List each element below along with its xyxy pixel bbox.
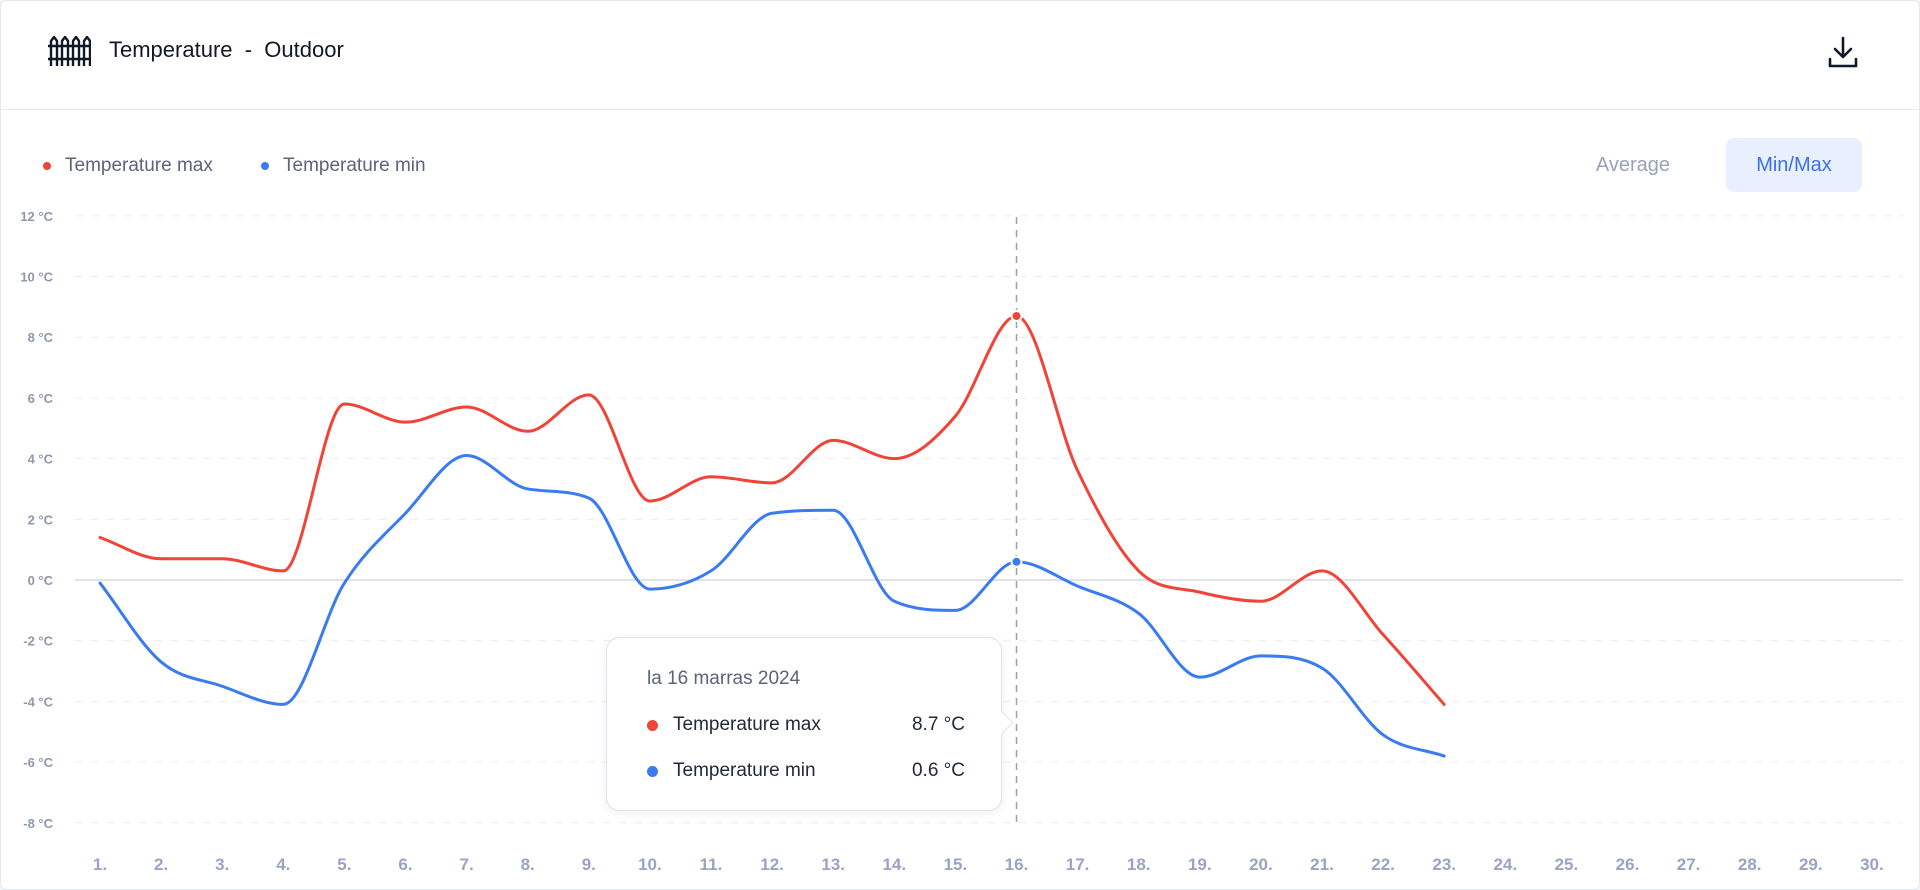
x-tick-label: 23. — [1432, 855, 1456, 874]
x-tick-label: 3. — [215, 855, 229, 874]
legend-item-max[interactable]: Temperature max — [43, 154, 213, 178]
tooltip-value-min: 0.6 °C — [911, 760, 965, 781]
x-tick-label: 12. — [760, 855, 784, 874]
download-icon[interactable] — [1827, 35, 1859, 69]
x-tick-label: 10. — [638, 855, 662, 874]
tooltip-label-max: Temperature max — [673, 714, 821, 735]
highlight-point-min — [1010, 555, 1023, 568]
series-line-min — [98, 454, 1446, 758]
x-tick-label: 24. — [1493, 855, 1517, 874]
x-tick-label: 14. — [882, 855, 906, 874]
y-tick-label: -6 °C — [23, 755, 53, 770]
x-tick-label: 9. — [582, 855, 596, 874]
y-tick-label: 4 °C — [28, 452, 54, 467]
x-tick-label: 29. — [1799, 855, 1823, 874]
x-tick-label: 4. — [276, 855, 290, 874]
x-tick-label: 8. — [521, 855, 535, 874]
legend-label-max: Temperature max — [65, 155, 213, 176]
x-tick-label: 13. — [821, 855, 845, 874]
x-tick-label: 2. — [154, 855, 168, 874]
y-tick-label: 2 °C — [28, 512, 54, 527]
card-header: Temperature - Outdoor — [1, 1, 1919, 110]
tooltip-row-max: Temperature max 8.7 °C — [647, 712, 965, 738]
y-tick-label: 12 °C — [20, 209, 53, 224]
y-tick-label: 6 °C — [28, 391, 54, 406]
x-tick-label: 11. — [700, 855, 723, 874]
legend-label-min: Temperature min — [283, 155, 426, 176]
y-tick-label: 0 °C — [28, 573, 54, 588]
x-tick-label: 17. — [1066, 855, 1090, 874]
tooltip-date: la 16 marras 2024 — [647, 668, 801, 689]
highlight-point-max — [1010, 309, 1023, 322]
x-tick-label: 27. — [1677, 855, 1701, 874]
x-tick-label: 28. — [1738, 855, 1762, 874]
y-tick-label: -4 °C — [23, 694, 53, 709]
average-button[interactable]: Average — [1595, 153, 1671, 176]
x-tick-label: 25. — [1555, 855, 1579, 874]
minmax-button[interactable]: Min/Max — [1726, 138, 1862, 192]
x-tick-label: 7. — [460, 855, 474, 874]
x-tick-label: 18. — [1127, 855, 1151, 874]
x-tick-label: 15. — [944, 855, 968, 874]
x-tick-label: 16. — [1005, 855, 1029, 874]
tooltip-row-min: Temperature min 0.6 °C — [647, 758, 965, 784]
card-title: Temperature - Outdoor — [109, 37, 344, 62]
series-line-max — [98, 314, 1446, 706]
y-tick-label: -8 °C — [23, 816, 53, 831]
tooltip-dot-max — [647, 720, 658, 731]
legend-dot-min — [261, 162, 269, 170]
tooltip-label-min: Temperature min — [673, 760, 816, 781]
x-tick-label: 5. — [337, 855, 351, 874]
x-tick-label: 21. — [1310, 855, 1334, 874]
x-tick-label: 6. — [398, 855, 412, 874]
tooltip: la 16 marras 2024 Temperature max 8.7 °C… — [606, 637, 1014, 811]
x-tick-label: 19. — [1188, 855, 1212, 874]
x-tick-label: 1. — [93, 855, 107, 874]
x-tick-label: 26. — [1616, 855, 1640, 874]
x-tick-label: 20. — [1249, 855, 1273, 874]
fence-icon — [48, 35, 91, 66]
y-tick-label: 10 °C — [20, 270, 53, 285]
legend-dot-max — [43, 162, 51, 170]
y-tick-label: 8 °C — [28, 330, 54, 345]
tooltip-dot-min — [647, 766, 658, 777]
x-tick-label: 30. — [1860, 855, 1884, 874]
tooltip-value-max: 8.7 °C — [911, 714, 965, 735]
x-tick-label: 22. — [1371, 855, 1395, 874]
y-tick-label: -2 °C — [23, 634, 53, 649]
legend-item-min[interactable]: Temperature min — [261, 154, 426, 178]
